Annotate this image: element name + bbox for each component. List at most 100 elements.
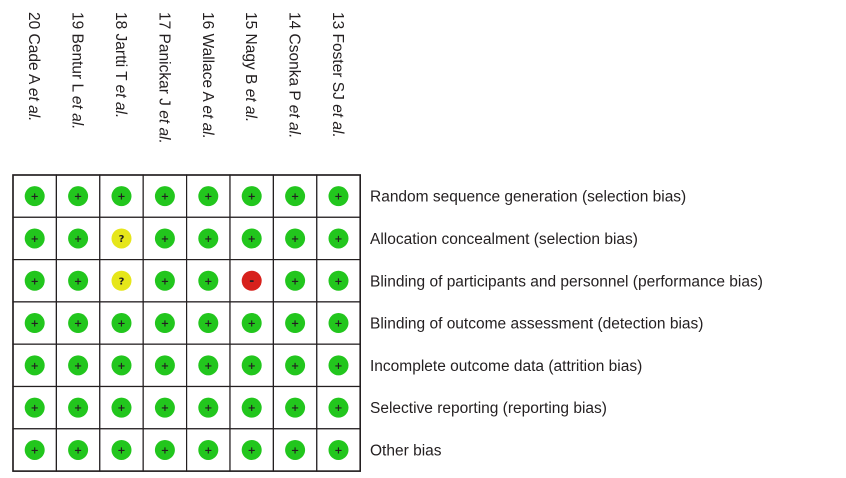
judgement-cell: +: [99, 301, 144, 345]
low-risk-symbol: +: [204, 403, 212, 414]
low-risk-dot: [68, 313, 89, 334]
low-risk-dot: [24, 313, 45, 334]
low-risk-dot: [285, 313, 306, 334]
judgement-cell: +: [142, 343, 188, 388]
low-risk-dot: [68, 228, 89, 249]
low-risk-symbol: +: [117, 319, 125, 330]
study-name: 20 Cade A: [25, 12, 42, 88]
low-risk-symbol: +: [204, 234, 212, 245]
low-risk-dot: [68, 397, 89, 418]
study-etal: et al.: [69, 96, 86, 130]
study-name: 13 Foster SJ: [329, 12, 346, 104]
low-risk-dot: [198, 186, 219, 207]
low-risk-symbol: +: [291, 445, 299, 456]
unclear-risk-dot: [111, 270, 132, 291]
study-label: 17 Panickar J et al.: [155, 12, 172, 144]
high-risk-dot: [241, 270, 262, 291]
low-risk-dot: [198, 439, 219, 460]
judgement-grid: + + + + + + + + + +? + + + + + + +? + + - + + + + + + + + + + + + + + + + + +…: [12, 174, 362, 472]
judgement-cell: +: [272, 428, 318, 472]
low-risk-symbol: +: [334, 403, 342, 414]
low-risk-symbol: +: [74, 234, 82, 245]
low-risk-symbol: +: [248, 234, 256, 245]
cell-border: [142, 301, 188, 345]
judgement-cell: +: [272, 259, 318, 303]
judgement-cell: +: [186, 385, 231, 430]
study-etal: et al.: [329, 104, 346, 138]
low-risk-symbol: +: [74, 276, 82, 287]
study-label: 16 Wallace A et al.: [199, 12, 216, 139]
judgement-cell: ?: [99, 216, 144, 261]
low-risk-dot: [241, 355, 262, 376]
low-risk-dot: [68, 439, 89, 460]
domain-label: Blinding of outcome assessment (detectio…: [370, 316, 703, 333]
domain-label: Incomplete outcome data (attrition bias): [370, 358, 642, 375]
low-risk-symbol: +: [291, 361, 299, 372]
judgement-cell: ?: [99, 259, 144, 303]
low-risk-dot: [111, 439, 132, 460]
low-risk-dot: [285, 397, 306, 418]
domain-label: Random sequence generation (selection bi…: [370, 189, 686, 206]
low-risk-dot: [68, 355, 89, 376]
grid-outline: [12, 174, 362, 472]
low-risk-symbol: +: [161, 276, 169, 287]
study-name: 14 Csonka P: [286, 12, 303, 105]
domain-labels: Random sequence generation (selection bi…: [370, 189, 763, 460]
judgement-cell: +: [142, 174, 188, 218]
judgement-cell: +: [99, 343, 144, 388]
low-risk-dot: [111, 313, 132, 334]
judgement-cell: +: [142, 259, 188, 303]
low-risk-dot: [241, 228, 262, 249]
judgement-cell: +: [12, 259, 58, 303]
high-risk-symbol: -: [249, 273, 254, 287]
low-risk-symbol: +: [334, 361, 342, 372]
study-name: 18 Jartti T: [112, 12, 129, 85]
low-risk-symbol: +: [248, 319, 256, 330]
low-risk-symbol: +: [117, 361, 125, 372]
judgement-cell: +: [55, 259, 101, 303]
judgement-cell: +: [186, 216, 231, 261]
judgement-cell: +: [55, 343, 101, 388]
judgement-cell: +: [12, 301, 58, 345]
judgement-cell: +: [186, 301, 231, 345]
low-risk-dot: [154, 186, 175, 207]
low-risk-symbol: +: [161, 445, 169, 456]
low-risk-symbol: +: [248, 192, 256, 203]
low-risk-dot: [154, 355, 175, 376]
judgement-cell: +: [229, 174, 275, 218]
low-risk-symbol: +: [204, 361, 212, 372]
low-risk-symbol: +: [31, 445, 39, 456]
study-etal: et al.: [286, 105, 303, 139]
low-risk-symbol: +: [31, 361, 39, 372]
low-risk-dot: [111, 355, 132, 376]
low-risk-symbol: +: [74, 319, 82, 330]
study-name: 16 Wallace A: [199, 12, 216, 105]
judgement-cell: +: [99, 174, 144, 218]
low-risk-dot: [328, 228, 349, 249]
study-etal: et al.: [25, 88, 42, 122]
low-risk-symbol: +: [291, 319, 299, 330]
low-risk-dot: [241, 313, 262, 334]
low-risk-symbol: +: [161, 361, 169, 372]
low-risk-dot: [68, 186, 89, 207]
low-risk-dot: [24, 439, 45, 460]
judgement-cell: +: [55, 428, 101, 472]
study-label: 14 Csonka P et al.: [286, 12, 303, 138]
low-risk-dot: [285, 270, 306, 291]
low-risk-dot: [328, 397, 349, 418]
study-label: 13 Foster SJ et al.: [329, 12, 346, 138]
low-risk-symbol: +: [31, 276, 39, 287]
unclear-risk-symbol: ?: [119, 234, 125, 245]
judgement-cell: +: [229, 216, 275, 261]
low-risk-dot: [198, 397, 219, 418]
low-risk-dot: [24, 397, 45, 418]
judgement-cell: +: [12, 343, 58, 388]
judgement-cell: +: [12, 174, 58, 218]
judgement-cell: +: [316, 343, 361, 388]
low-risk-symbol: +: [31, 403, 39, 414]
judgement-cell: +: [99, 428, 144, 472]
domain-label: Other bias: [370, 442, 442, 459]
judgement-cell: +: [186, 174, 231, 218]
study-label: 15 Nagy B et al.: [242, 12, 259, 122]
judgement-cell: +: [142, 301, 188, 345]
